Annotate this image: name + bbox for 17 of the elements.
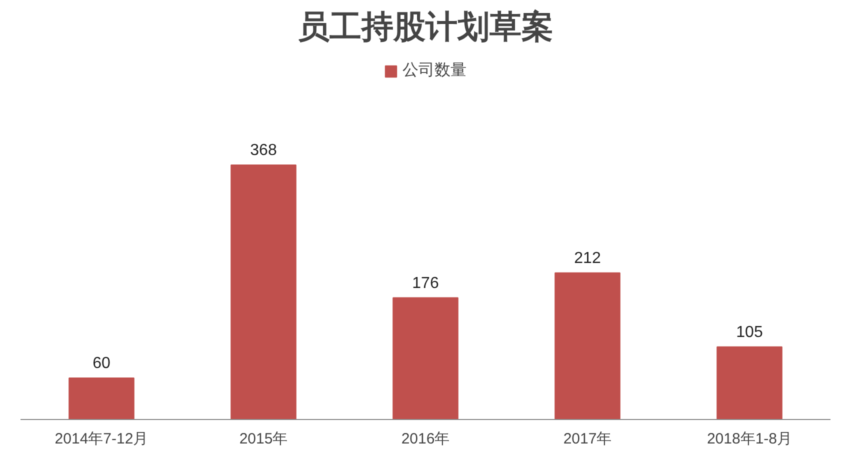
- data-label: 368: [250, 142, 277, 160]
- x-tick-label: 2017年: [563, 430, 612, 448]
- data-label: 105: [736, 324, 763, 341]
- bar: [68, 378, 134, 420]
- data-label: 60: [92, 355, 110, 372]
- bar: [554, 272, 620, 420]
- bar: [230, 164, 296, 420]
- data-label: 176: [412, 274, 439, 292]
- bar: [716, 346, 782, 420]
- x-tick-label: 2016年: [401, 430, 450, 448]
- bar: [392, 297, 458, 420]
- x-tick-label: 2018年1-8月: [706, 430, 792, 448]
- chart-title: 员工持股计划草案: [298, 8, 554, 46]
- data-label: 212: [574, 250, 601, 267]
- legend-label: 公司数量: [402, 61, 466, 81]
- x-tick-label: 2015年: [239, 430, 288, 448]
- x-tick-label: 2014年7-12月: [54, 430, 148, 448]
